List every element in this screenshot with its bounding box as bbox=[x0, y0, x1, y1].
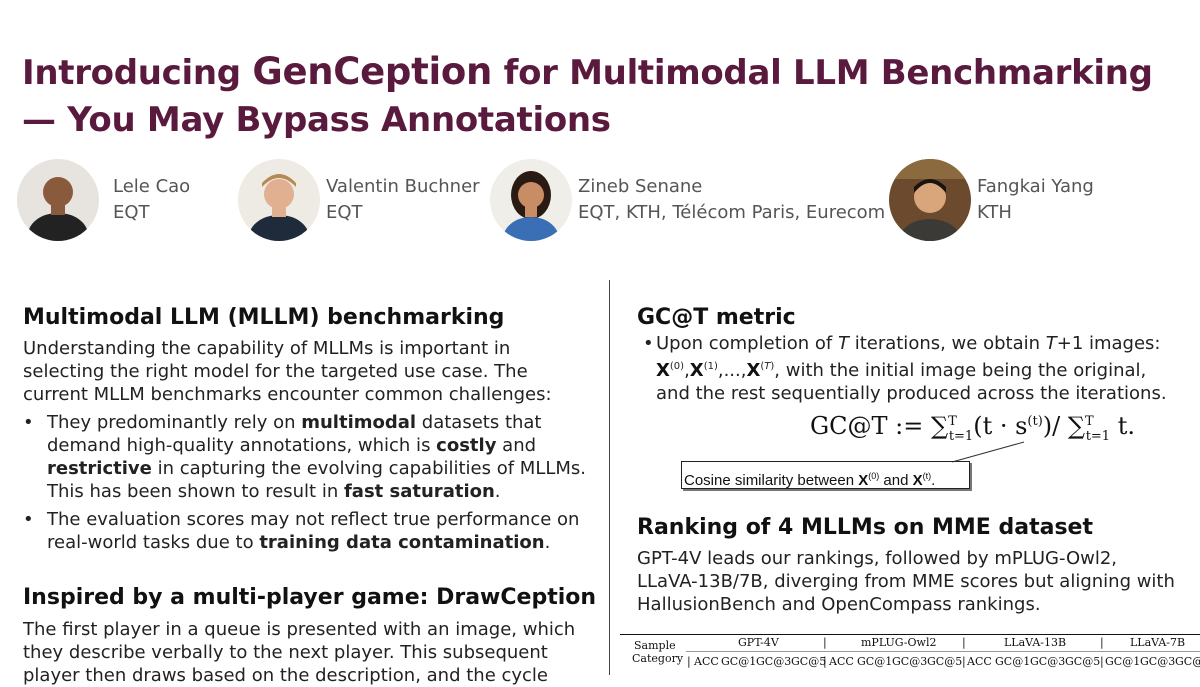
annotation-box: Cosine similarity between X(0) and X(t). bbox=[681, 461, 970, 489]
table-col-header: GC@1 bbox=[721, 655, 757, 668]
author-affiliation: EQT, KTH, Télécom Paris, Eurecom bbox=[578, 202, 886, 223]
title-brand: GenCeption bbox=[252, 50, 493, 93]
table-col-header: GC@5 bbox=[927, 655, 963, 668]
table-col-header: GC@3 bbox=[1140, 655, 1176, 668]
author-card: Fangkai Yang KTH bbox=[889, 157, 1094, 243]
table-col-header: GC@1 bbox=[995, 655, 1031, 668]
table-col-header: GC@1 bbox=[1105, 655, 1141, 668]
gc-formula: GC@T := ∑Tt=1(t · s(t))/ ∑Tt=1 t. bbox=[810, 412, 1135, 444]
table-col-header: GC@1 bbox=[857, 655, 893, 668]
table-row-label: Sample bbox=[634, 639, 676, 652]
author-card: Valentin Buchner EQT bbox=[238, 157, 480, 243]
title-part3: — You May Bypass Annotations bbox=[22, 100, 611, 140]
author-card: Zineb Senane EQT, KTH, Télécom Paris, Eu… bbox=[490, 157, 885, 243]
table-col-header: GC@5 bbox=[1175, 655, 1200, 668]
author-photo-icon bbox=[17, 159, 99, 241]
challenge-list: They predominantly rely on multimodal da… bbox=[23, 411, 593, 559]
title-part1: Introducing bbox=[22, 53, 253, 93]
section-heading: Inspired by a multi-player game: DrawCep… bbox=[23, 585, 597, 610]
table-col-header: ACC bbox=[829, 655, 854, 668]
list-item: The evaluation scores may not reflect tr… bbox=[23, 508, 593, 554]
annotation-connector bbox=[951, 441, 1025, 463]
author-photo-icon bbox=[238, 159, 320, 241]
section-heading: Ranking of 4 MLLMs on MME dataset bbox=[637, 515, 1093, 540]
table-col-header: GC@5 bbox=[1065, 655, 1101, 668]
author-name: Lele Cao bbox=[113, 176, 191, 197]
section-heading: Multimodal LLM (MLLM) benchmarking bbox=[23, 305, 505, 330]
ranking-table: Sample Category GPT-4V | mPLUG-Owl2 | LL… bbox=[620, 634, 1200, 675]
table-header-model: LLaVA-13B bbox=[1004, 636, 1067, 649]
author-name: Valentin Buchner bbox=[326, 176, 480, 197]
table-col-header: ACC bbox=[694, 655, 719, 668]
author-affiliation: KTH bbox=[977, 202, 1012, 223]
paper-title: Introducing GenCeption for Multimodal LL… bbox=[22, 48, 1182, 144]
table-col-header: GC@3 bbox=[756, 655, 792, 668]
table-col-header: GC@5 bbox=[791, 655, 827, 668]
section-intro: Understanding the capability of MLLMs is… bbox=[23, 338, 552, 405]
table-col-header: GC@3 bbox=[1030, 655, 1066, 668]
author-name: Fangkai Yang bbox=[977, 176, 1094, 197]
table-header-model: LLaVA-7B bbox=[1130, 636, 1186, 649]
table-col-header: GC@3 bbox=[892, 655, 928, 668]
list-item: They predominantly rely on multimodal da… bbox=[23, 411, 593, 503]
table-col-header: ACC bbox=[967, 655, 992, 668]
author-card: Lele Cao EQT bbox=[17, 157, 190, 243]
table-header-model: GPT-4V bbox=[738, 636, 779, 649]
section-text: The first player in a queue is presented… bbox=[23, 619, 576, 686]
author-affiliation: EQT bbox=[326, 202, 363, 223]
author-affiliation: EQT bbox=[113, 202, 150, 223]
author-photo-icon bbox=[889, 159, 971, 241]
title-part2: for Multimodal LLM Benchmarking bbox=[492, 53, 1153, 93]
author-name: Zineb Senane bbox=[578, 176, 703, 197]
author-photo-icon bbox=[490, 159, 572, 241]
metric-description: • Upon completion of T iterations, we ob… bbox=[643, 333, 1167, 404]
column-divider bbox=[609, 280, 610, 675]
section-heading: GC@T metric bbox=[637, 305, 796, 330]
section-text: GPT-4V leads our rankings, followed by m… bbox=[637, 548, 1175, 615]
table-header-model: mPLUG-Owl2 bbox=[861, 636, 937, 649]
table-row-label: Category bbox=[632, 652, 684, 665]
